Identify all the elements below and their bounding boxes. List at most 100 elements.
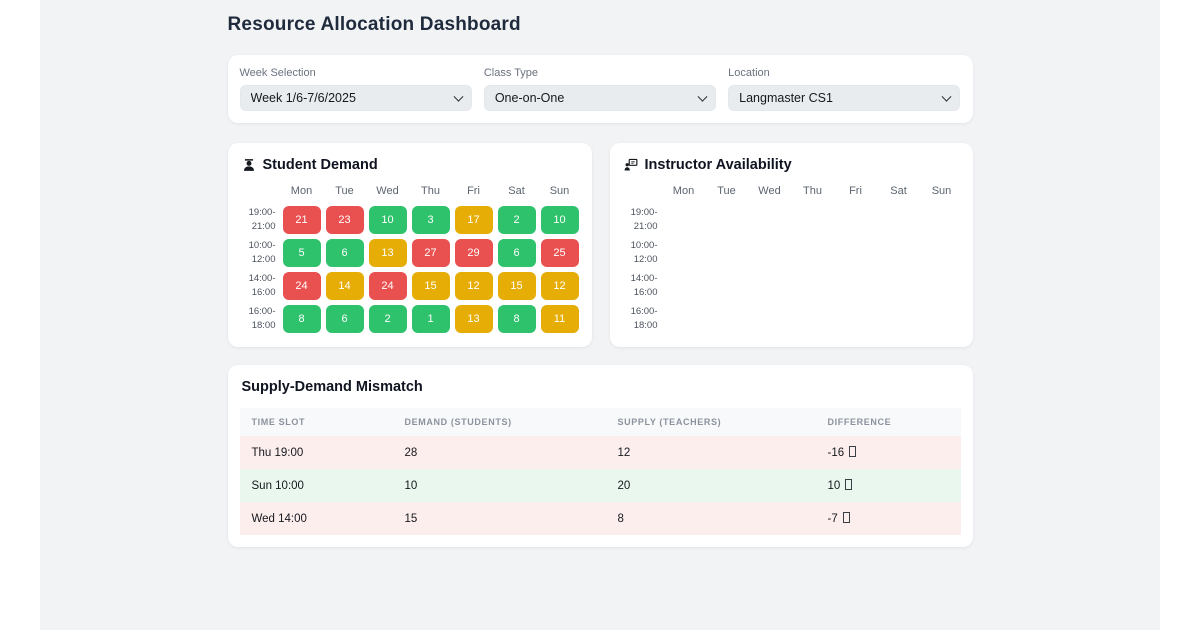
filter-select-class-type[interactable]: One-on-One bbox=[484, 85, 716, 111]
day-label-sun: Sun bbox=[923, 184, 961, 199]
mismatch-card: Supply-Demand Mismatch Time SlotDemand (… bbox=[228, 365, 973, 547]
day-label-sat: Sat bbox=[880, 184, 918, 199]
student-icon bbox=[242, 158, 256, 172]
filter-label-location: Location bbox=[728, 67, 960, 79]
difference-value: -7 bbox=[828, 513, 838, 525]
heatmap-empty-cell bbox=[665, 272, 703, 300]
heatmap-cell: 8 bbox=[283, 305, 321, 333]
student-demand-title: Student Demand bbox=[242, 157, 578, 173]
heatmap-cell: 10 bbox=[369, 206, 407, 234]
time-slot-label: 16:00-18:00 bbox=[242, 305, 278, 333]
heatmap-empty-cell bbox=[751, 272, 789, 300]
heatmap-empty-cell bbox=[923, 239, 961, 267]
page-background: Resource Allocation Dashboard Week Selec… bbox=[40, 0, 1160, 630]
student-demand-heatmap: MonTueWedThuFriSatSun19:00-21:0021231031… bbox=[242, 184, 578, 333]
day-label-wed: Wed bbox=[751, 184, 789, 199]
table-row-wed-14-00: Wed 14:00158-7 bbox=[240, 502, 961, 535]
time-slot-label: 19:00-21:00 bbox=[242, 206, 278, 234]
heatmap-empty-cell bbox=[794, 239, 832, 267]
cell-demand: 10 bbox=[393, 469, 606, 502]
heatmap-cell: 1 bbox=[412, 305, 450, 333]
day-label-mon: Mon bbox=[665, 184, 703, 199]
heatmap-cell: 6 bbox=[498, 239, 536, 267]
heatmap-empty-cell bbox=[708, 239, 746, 267]
column-header-supply-teachers: Supply (Teachers) bbox=[606, 408, 816, 436]
heatmap-empty-cell bbox=[880, 206, 918, 234]
filter-group-class-type: Class Type One-on-One bbox=[484, 67, 716, 111]
heatmap-empty-cell bbox=[794, 272, 832, 300]
heatmap-empty-cell bbox=[708, 305, 746, 333]
mismatch-title: Supply-Demand Mismatch bbox=[240, 379, 961, 395]
page-title: Resource Allocation Dashboard bbox=[228, 14, 973, 36]
heatmap-empty-cell bbox=[880, 239, 918, 267]
heatmap-cell: 10 bbox=[541, 206, 579, 234]
day-label-sat: Sat bbox=[498, 184, 536, 199]
missing-glyph-icon bbox=[849, 446, 856, 457]
heatmap-cell: 8 bbox=[498, 305, 536, 333]
missing-glyph-icon bbox=[845, 479, 852, 490]
heatmap-cell: 15 bbox=[412, 272, 450, 300]
heatmap-cell: 13 bbox=[369, 239, 407, 267]
heatmap-empty-cell bbox=[837, 206, 875, 234]
filter-select-wrap-week-selection: Week 1/6-7/6/2025 bbox=[240, 85, 472, 111]
table-row-thu-19-00: Thu 19:002812-16 bbox=[240, 436, 961, 469]
difference-value: -16 bbox=[828, 447, 845, 459]
heatmap-empty-cell bbox=[708, 206, 746, 234]
student-demand-card: Student Demand MonTueWedThuFriSatSun19:0… bbox=[228, 143, 592, 347]
heatmap-empty-cell bbox=[923, 305, 961, 333]
heatmap-empty-cell bbox=[665, 206, 703, 234]
heatmap-cell: 23 bbox=[326, 206, 364, 234]
cell-supply: 8 bbox=[606, 502, 816, 535]
heatmap-corner-spacer bbox=[624, 185, 660, 200]
heatmap-cell: 24 bbox=[369, 272, 407, 300]
day-label-sun: Sun bbox=[541, 184, 579, 199]
column-header-demand-students: Demand (Students) bbox=[393, 408, 606, 436]
column-header-difference: Difference bbox=[816, 408, 961, 436]
instructor-availability-title: Instructor Availability bbox=[624, 157, 959, 173]
cell-time-slot: Sun 10:00 bbox=[240, 469, 393, 502]
student-demand-title-text: Student Demand bbox=[263, 157, 378, 173]
column-header-time-slot: Time Slot bbox=[240, 408, 393, 436]
heatmap-empty-cell bbox=[751, 305, 789, 333]
instructor-icon bbox=[624, 158, 638, 172]
heatmap-empty-cell bbox=[880, 305, 918, 333]
mismatch-table: Time SlotDemand (Students)Supply (Teache… bbox=[240, 408, 961, 535]
cell-supply: 12 bbox=[606, 436, 816, 469]
heatmap-cell: 15 bbox=[498, 272, 536, 300]
day-label-thu: Thu bbox=[794, 184, 832, 199]
heatmap-empty-cell bbox=[665, 239, 703, 267]
filter-label-class-type: Class Type bbox=[484, 67, 716, 79]
heatmap-empty-cell bbox=[708, 272, 746, 300]
time-slot-label: 16:00-18:00 bbox=[624, 305, 660, 333]
heatmap-cell: 21 bbox=[283, 206, 321, 234]
heatmap-cell: 12 bbox=[541, 272, 579, 300]
day-label-thu: Thu bbox=[412, 184, 450, 199]
heatmap-cell: 11 bbox=[541, 305, 579, 333]
heatmap-cell: 14 bbox=[326, 272, 364, 300]
day-label-tue: Tue bbox=[326, 184, 364, 199]
heatmap-cell: 6 bbox=[326, 239, 364, 267]
heatmap-empty-cell bbox=[794, 206, 832, 234]
missing-glyph-icon bbox=[843, 512, 850, 523]
time-slot-label: 14:00-16:00 bbox=[242, 272, 278, 300]
heatmap-corner-spacer bbox=[242, 185, 278, 200]
heatmap-empty-cell bbox=[837, 305, 875, 333]
cell-demand: 15 bbox=[393, 502, 606, 535]
table-header-row: Time SlotDemand (Students)Supply (Teache… bbox=[240, 408, 961, 436]
time-slot-label: 10:00-12:00 bbox=[624, 239, 660, 267]
heatmap-cell: 25 bbox=[541, 239, 579, 267]
filter-select-week-selection[interactable]: Week 1/6-7/6/2025 bbox=[240, 85, 472, 111]
cell-time-slot: Thu 19:00 bbox=[240, 436, 393, 469]
content-container: Resource Allocation Dashboard Week Selec… bbox=[228, 0, 973, 547]
difference-value: 10 bbox=[828, 480, 841, 492]
filter-select-location[interactable]: Langmaster CS1 bbox=[728, 85, 960, 111]
heatmap-empty-cell bbox=[837, 272, 875, 300]
day-label-fri: Fri bbox=[455, 184, 493, 199]
heatmap-empty-cell bbox=[794, 305, 832, 333]
day-label-tue: Tue bbox=[708, 184, 746, 199]
heatmap-cell: 5 bbox=[283, 239, 321, 267]
table-row-sun-10-00: Sun 10:00102010 bbox=[240, 469, 961, 502]
filter-label-week-selection: Week Selection bbox=[240, 67, 472, 79]
filter-group-location: Location Langmaster CS1 bbox=[728, 67, 960, 111]
time-slot-label: 10:00-12:00 bbox=[242, 239, 278, 267]
